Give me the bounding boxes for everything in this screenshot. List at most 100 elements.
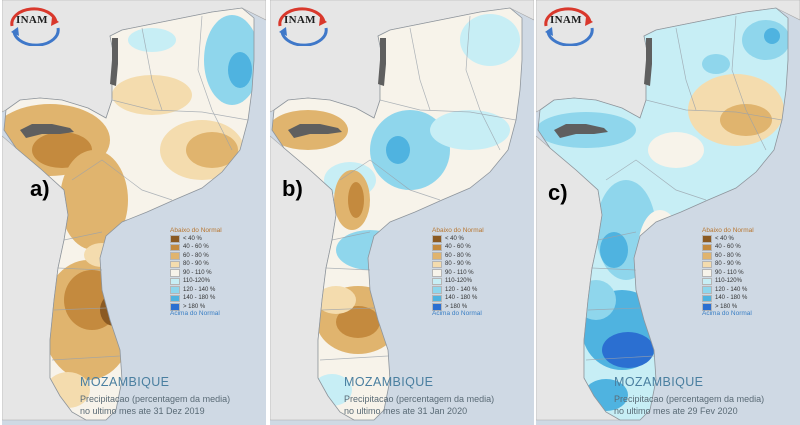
legend-label: 90 - 110 % [445, 269, 474, 276]
legend-label: 90 - 110 % [183, 269, 212, 276]
legend-swatch [702, 269, 712, 277]
panel-label-b: b) [282, 176, 303, 201]
legend-header-above: Acima do Normal [170, 310, 220, 317]
legend-swatch [432, 243, 442, 251]
legend-swatch [702, 294, 712, 302]
legend-item: 140 - 180 % [170, 294, 222, 303]
legend-label: > 180 % [715, 303, 738, 310]
legend-label: < 40 % [715, 235, 734, 242]
legend-item: > 180 % [432, 303, 484, 312]
legend-label: > 180 % [445, 303, 468, 310]
legend-item: 60 - 80 % [170, 252, 222, 261]
legend-item: 140 - 180 % [702, 294, 754, 303]
legend-item: 120 - 140 % [702, 286, 754, 295]
legend-swatch [702, 243, 712, 251]
legend-item: 90 - 110 % [432, 269, 484, 278]
caption-line1: Precipitacao (percentagem da media) [80, 394, 231, 404]
legend-item: < 40 % [432, 235, 484, 244]
caption-line2: no ultimo mes ate 29 Fev 2020 [614, 406, 738, 416]
caption-line1: Precipitacao (percentagem da media) [344, 394, 495, 404]
legend-label: 60 - 80 % [445, 252, 471, 259]
caption-line2: no ultimo mes ate 31 Dez 2019 [80, 406, 205, 416]
legend-swatch [170, 303, 180, 311]
inam-logo-text: INAM [16, 14, 48, 26]
legend-label: < 40 % [445, 235, 464, 242]
legend-swatch [432, 303, 442, 311]
legend-header-above: Acima do Normal [432, 310, 482, 317]
legend-header-below: Abaixo do Normal [702, 227, 754, 234]
map-panel-a: INAM a) Abaixo do Normal < 40 % 40 - 60 %… [2, 0, 266, 425]
legend-swatch [170, 269, 180, 277]
legend-label: 40 - 60 % [183, 244, 209, 251]
legend-label: 140 - 180 % [445, 295, 478, 302]
legend-header-below: Abaixo do Normal [432, 227, 484, 234]
legend-swatch [432, 252, 442, 260]
legend-item: < 40 % [170, 235, 222, 244]
legend-swatch [702, 303, 712, 311]
legend-swatch [170, 252, 180, 260]
legend-label: 80 - 90 % [445, 261, 471, 268]
caption-country: MOZAMBIQUE [80, 375, 170, 389]
map-b [270, 0, 534, 421]
legend-label: 140 - 180 % [183, 295, 216, 302]
legend-c: Abaixo do Normal < 40 % 40 - 60 % 60 - 80 … [702, 227, 754, 318]
legend-item: 140 - 180 % [432, 294, 484, 303]
legend-item: 40 - 60 % [702, 243, 754, 252]
legend-swatch [432, 294, 442, 302]
legend-swatch [702, 252, 712, 260]
inam-logo [10, 7, 60, 46]
legend-swatch [432, 286, 442, 294]
inam-logo-text: INAM [550, 14, 582, 26]
map-c [536, 0, 800, 421]
legend-swatch [170, 294, 180, 302]
legend-item: > 180 % [170, 303, 222, 312]
legend-item: 90 - 110 % [702, 269, 754, 278]
legend-swatch [170, 277, 180, 285]
legend-swatch [170, 243, 180, 251]
legend-label: > 180 % [183, 303, 206, 310]
legend-label: 110-120% [183, 278, 210, 285]
legend-item: 60 - 80 % [432, 252, 484, 261]
caption-line2: no ultimo mes ate 31 Jan 2020 [344, 406, 468, 416]
legend-a: Abaixo do Normal < 40 % 40 - 60 % 60 - 80 … [170, 227, 222, 318]
legend-b: Abaixo do Normal < 40 % 40 - 60 % 60 - 80 … [432, 227, 484, 318]
legend-label: 80 - 90 % [715, 261, 741, 268]
legend-swatch [432, 235, 442, 243]
legend-label: 110-120% [715, 278, 742, 285]
map-a [2, 0, 266, 421]
legend-swatch [702, 277, 712, 285]
caption-country: MOZAMBIQUE [614, 375, 704, 389]
legend-label: 90 - 110 % [715, 269, 744, 276]
legend-header-below: Abaixo do Normal [170, 227, 222, 234]
legend-label: 40 - 60 % [715, 244, 741, 251]
caption-c: MOZAMBIQUE Precipitacao (percentagem da … [614, 375, 764, 417]
legend-label: 110-120% [445, 278, 472, 285]
legend-item: 40 - 60 % [170, 243, 222, 252]
legend-label: 120 - 140 % [715, 286, 748, 293]
legend-swatch [702, 286, 712, 294]
legend-item: 110-120% [170, 277, 222, 286]
legend-swatch [432, 277, 442, 285]
caption-a: MOZAMBIQUE Precipitacao (percentagem da … [80, 375, 230, 417]
legend-swatch [170, 260, 180, 268]
legend-label: 60 - 80 % [183, 252, 209, 259]
legend-item: 80 - 90 % [170, 260, 222, 269]
legend-item: 120 - 140 % [432, 286, 484, 295]
legend-label: 80 - 90 % [183, 261, 209, 268]
legend-swatch [170, 235, 180, 243]
legend-item: 120 - 140 % [170, 286, 222, 295]
legend-item: 110-120% [432, 277, 484, 286]
legend-item: 80 - 90 % [702, 260, 754, 269]
legend-swatch [702, 260, 712, 268]
inam-logo [544, 7, 594, 46]
inam-logo-text: INAM [284, 14, 316, 26]
panel-label-c: c) [548, 180, 568, 205]
legend-swatch [170, 286, 180, 294]
legend-swatch [702, 235, 712, 243]
legend-label: 40 - 60 % [445, 244, 471, 251]
caption-line1: Precipitacao (percentagem da media) [614, 394, 765, 404]
legend-item: 40 - 60 % [432, 243, 484, 252]
legend-swatch [432, 260, 442, 268]
legend-label: 120 - 140 % [183, 286, 216, 293]
legend-label: < 40 % [183, 235, 202, 242]
